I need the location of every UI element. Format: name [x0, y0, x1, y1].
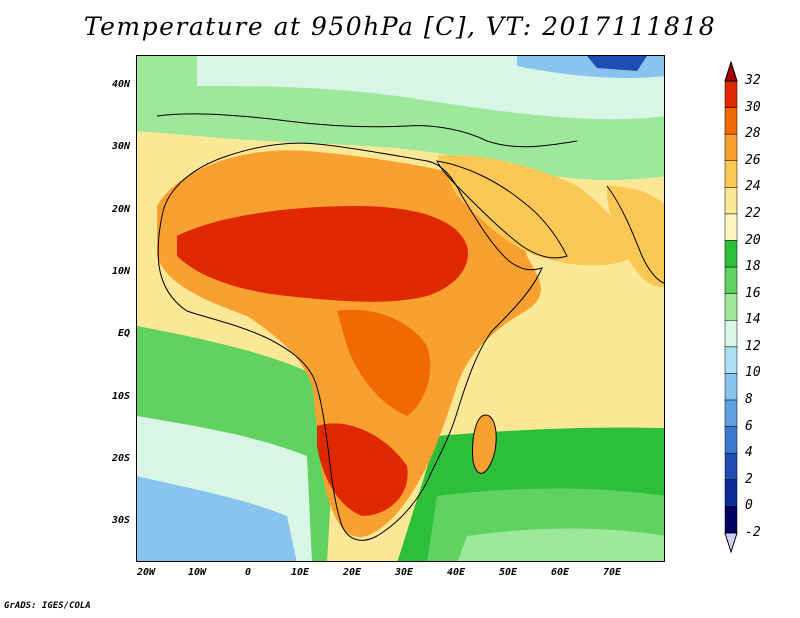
- lat-tick-label: 30S: [111, 515, 130, 526]
- colorbar-label: 4: [745, 445, 753, 461]
- colorbar-label: 28: [745, 126, 761, 142]
- colorbar-cell: [724, 426, 738, 454]
- colorbar-top-arrow: [724, 60, 738, 82]
- temperature-field: [137, 56, 664, 561]
- lat-tick-label: 40N: [111, 79, 130, 90]
- sahel-hot: [177, 206, 468, 302]
- madagascar: [472, 415, 497, 474]
- colorbar-label: 12: [745, 338, 761, 354]
- arabia-coastline: [436, 160, 568, 259]
- map-plot-area: [136, 55, 665, 562]
- india-warm: [607, 186, 664, 287]
- colorbar-label: 32: [745, 73, 761, 88]
- caspian-cold: [587, 56, 647, 71]
- colorbar-label: 18: [745, 259, 761, 275]
- lat-tick-label: 20S: [111, 453, 130, 464]
- colorbar-cell: [724, 187, 738, 215]
- lon-tick-label: 70E: [602, 567, 622, 578]
- lon-tick-label: 20W: [136, 567, 156, 578]
- indian-ocean-cool: [457, 528, 664, 561]
- europe-coastline: [156, 113, 578, 148]
- southern-africa-hot: [317, 423, 408, 516]
- lon-tick-label: 0: [244, 567, 252, 578]
- colorbar-cell: [724, 107, 738, 135]
- north-cool-pale: [197, 56, 664, 120]
- colorbar-cell: [724, 346, 738, 374]
- colorbar-label: -2: [745, 525, 761, 540]
- footer-credit: GrADS: IGES/COLA: [4, 601, 91, 611]
- chart-title: Temperature at 950hPa [C], VT: 201711181…: [83, 12, 717, 41]
- colorbar-label: 30: [745, 99, 761, 115]
- colorbar-cell: [724, 293, 738, 321]
- south-atlantic-blue: [137, 476, 297, 561]
- madagascar-coastline: [472, 414, 497, 474]
- colorbar-label: 0: [745, 498, 753, 514]
- central-hot: [337, 309, 431, 416]
- colorbar-label: 26: [745, 152, 761, 168]
- colorbar-cell: [724, 213, 738, 241]
- colorbar-label: 6: [745, 418, 753, 434]
- africa-coastline: [157, 142, 543, 541]
- lon-tick-label: 50E: [498, 567, 518, 578]
- colorbar-label: 16: [745, 285, 761, 301]
- colorbar-cells: [724, 80, 738, 534]
- colorbar-cell: [724, 266, 738, 294]
- colorbar-label: 14: [745, 312, 761, 328]
- colorbar-label: 10: [745, 365, 761, 381]
- colorbar-label: 2: [745, 471, 753, 487]
- lat-tick-label: 10S: [111, 391, 130, 402]
- colorbar-cell: [724, 80, 738, 108]
- colorbar-bottom-arrow: [724, 532, 738, 554]
- arabia-warm: [437, 155, 637, 266]
- lon-tick-label: 10E: [290, 567, 310, 578]
- colorbar-label: 24: [745, 179, 761, 195]
- colorbar-label: 8: [745, 392, 753, 408]
- india-coastline: [606, 185, 664, 284]
- colorbar-cell: [724, 479, 738, 507]
- colorbar-cell: [724, 133, 738, 162]
- colorbar-cell: [724, 240, 738, 268]
- colorbar-label: 20: [745, 232, 761, 248]
- colorbar-cell: [724, 160, 738, 188]
- lon-tick-label: 20E: [342, 567, 362, 578]
- lat-tick-label: 30N: [111, 141, 130, 152]
- colorbar-cell: [724, 506, 738, 534]
- colorbar-cell: [724, 320, 738, 348]
- lon-tick-label: 40E: [446, 567, 466, 578]
- colorbar-cell: [724, 452, 738, 481]
- lat-tick-label: 20N: [111, 204, 130, 215]
- colorbar-cell: [724, 399, 738, 427]
- lon-tick-label: 10W: [187, 567, 207, 578]
- colorbar-cell: [724, 373, 738, 401]
- colorbar-label: 22: [745, 205, 761, 221]
- lon-tick-label: 60E: [550, 567, 570, 578]
- lat-tick-label: EQ: [117, 328, 130, 339]
- lon-tick-label: 30E: [394, 567, 414, 578]
- lat-tick-label: 10N: [111, 266, 130, 277]
